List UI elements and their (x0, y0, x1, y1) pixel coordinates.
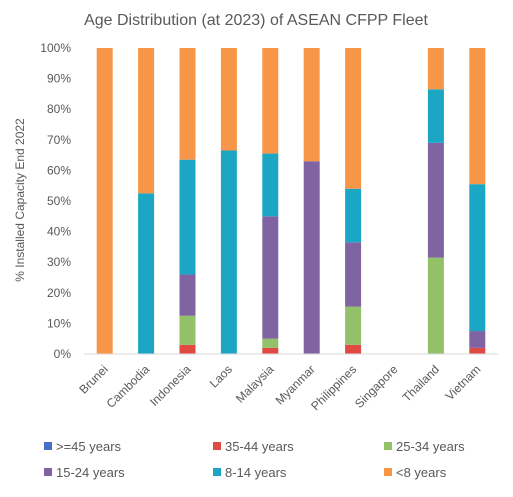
bar-segment (179, 159, 196, 275)
y-axis-label: % Installed Capacity End 2022 (13, 118, 27, 282)
bar-segment (469, 184, 486, 332)
legend-swatch (384, 442, 392, 450)
bar-segment (262, 48, 279, 154)
legend-swatch (44, 442, 52, 450)
bar-segment (220, 48, 237, 151)
bar-segment (179, 344, 196, 354)
y-tick-label: 10% (47, 316, 71, 330)
y-tick-label: 90% (47, 72, 71, 86)
y-axis-ticks: 0% 10% 20% 30% 40% 50% 60% 70% 80% 90% 100% (40, 41, 71, 361)
bar-segment (303, 161, 320, 354)
legend-swatch (384, 468, 392, 476)
legend-swatch (44, 468, 52, 476)
bar-segment (138, 48, 155, 194)
x-tick-label: Singapore (352, 362, 401, 411)
legend-swatch (213, 468, 221, 476)
legend-entry: 8-14 years (225, 465, 287, 480)
chart-title: Age Distribution (at 2023) of ASEAN CFPP… (84, 12, 428, 29)
y-tick-label: 100% (40, 41, 71, 55)
legend-entry: 35-44 years (225, 439, 294, 454)
bar-segment (96, 48, 113, 354)
y-tick-label: 30% (47, 255, 71, 269)
bar-segment (138, 193, 155, 354)
y-tick-label: 60% (47, 163, 71, 177)
legend-entry: 25-34 years (396, 439, 465, 454)
x-tick-label: Thailand (400, 362, 442, 404)
bar-segment (345, 188, 362, 243)
bar-segment (220, 150, 237, 354)
bar-segment (262, 338, 279, 348)
bar-segment (303, 48, 320, 162)
y-tick-label: 50% (47, 194, 71, 208)
x-tick-label: Vietnam (443, 362, 484, 403)
bar-segment (427, 142, 444, 258)
legend-swatch (213, 442, 221, 450)
bar-segment (427, 48, 444, 90)
y-tick-label: 40% (47, 225, 71, 239)
bar-segment (262, 153, 279, 217)
bar-segment (179, 274, 196, 316)
legend-entry: >=45 years (56, 439, 122, 454)
legend: >=45 years 35-44 years 25-34 years 15-24 ye… (44, 439, 465, 480)
bar-segment (469, 331, 486, 348)
x-tick-label: Brunei (76, 362, 110, 396)
legend-entry: <8 years (396, 465, 447, 480)
x-tick-label: Cambodia (104, 362, 153, 411)
bar-segment (179, 48, 196, 160)
y-tick-label: 0% (54, 347, 72, 361)
bar-segment (469, 347, 486, 354)
bar-segment (345, 242, 362, 307)
x-tick-label: Laos (207, 362, 235, 390)
bar-segment (179, 315, 196, 345)
bar-segment (427, 89, 444, 143)
bar-segment (262, 216, 279, 339)
x-tick-label: Indonesia (147, 362, 194, 409)
bar-segment (345, 344, 362, 354)
bars (96, 48, 486, 354)
bar-segment (345, 48, 362, 189)
legend-entry: 15-24 years (56, 465, 125, 480)
bar-segment (469, 48, 486, 185)
bar-segment (345, 306, 362, 345)
x-tick-label: Malaysia (233, 362, 277, 406)
bar-segment (427, 257, 444, 354)
y-tick-label: 20% (47, 286, 71, 300)
y-tick-label: 70% (47, 133, 71, 147)
bar-segment (262, 347, 279, 354)
y-tick-label: 80% (47, 102, 71, 116)
x-tick-label: Philippines (308, 362, 359, 413)
